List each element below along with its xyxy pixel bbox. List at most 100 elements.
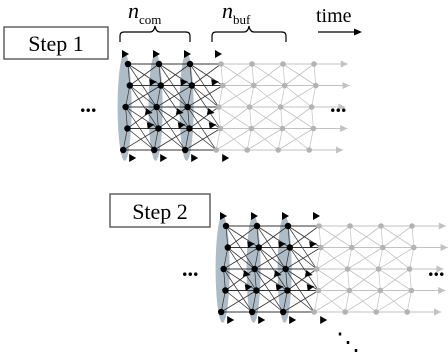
step2-buffer-node bbox=[408, 287, 415, 294]
step2-buffer-node bbox=[378, 223, 384, 229]
step1-label: Step 1 bbox=[28, 31, 84, 56]
step2-down-ellipsis: ⋱ bbox=[336, 330, 360, 356]
step2-left-ellipsis: ... bbox=[182, 256, 199, 281]
step2-edge bbox=[347, 247, 384, 270]
time-arrow bbox=[318, 28, 362, 36]
step1-buffer-node bbox=[279, 125, 286, 132]
step2-committed-node bbox=[280, 308, 287, 316]
step2-committed-node bbox=[218, 308, 225, 316]
step2-committed-node bbox=[253, 222, 261, 230]
step2-edge bbox=[258, 225, 289, 248]
step2-label-box: Step 2 bbox=[109, 193, 211, 228]
step2-edge bbox=[256, 268, 286, 291]
step2-edge bbox=[375, 290, 412, 313]
step1-committed-node bbox=[184, 103, 191, 111]
step2-incoming-arrow-bottom bbox=[320, 316, 328, 324]
step2-edge bbox=[223, 268, 226, 291]
step1-edge bbox=[156, 85, 193, 108]
step1-committed-node bbox=[124, 125, 131, 132]
step2-buffer-node bbox=[315, 287, 322, 294]
step2-edge bbox=[344, 290, 381, 313]
step1-edge bbox=[277, 128, 314, 151]
step2-committed-node bbox=[282, 265, 289, 273]
step1-committed-node bbox=[151, 146, 158, 154]
step1-edge bbox=[311, 85, 317, 108]
step2-buffer-node bbox=[380, 244, 386, 251]
svg-text:ncom: ncom bbox=[128, 0, 161, 27]
step1-buffer-node bbox=[251, 82, 257, 89]
step2-buffer-node bbox=[375, 266, 382, 272]
step1-left-ellipsis: ... bbox=[80, 92, 97, 117]
step1-committed-node bbox=[186, 60, 194, 68]
step1-committed-node bbox=[124, 60, 132, 68]
step1-edge bbox=[127, 63, 131, 86]
step1-buffer-node bbox=[311, 61, 317, 67]
step2-committed-node bbox=[286, 244, 293, 251]
step2-edge bbox=[380, 268, 410, 291]
step2-edge bbox=[378, 247, 415, 270]
step1-committed-node bbox=[157, 82, 164, 89]
step1-edge bbox=[158, 63, 162, 86]
step2-label: Step 2 bbox=[132, 199, 188, 224]
step2-edge bbox=[347, 247, 353, 270]
step2-edge bbox=[318, 225, 322, 248]
step2-buffer-node bbox=[349, 244, 355, 251]
step1-edge bbox=[311, 106, 314, 129]
step1-buffer-node bbox=[215, 104, 222, 110]
step2-edge bbox=[254, 268, 257, 291]
step2-buffer-node bbox=[311, 309, 318, 315]
step2-edge bbox=[318, 268, 348, 291]
step2-committed-node bbox=[251, 265, 258, 273]
step1-buffer-node bbox=[213, 147, 219, 153]
n-com-label: ncom bbox=[128, 0, 161, 27]
step1-buffer-node bbox=[313, 82, 319, 89]
step2-buffer-node bbox=[346, 287, 353, 294]
step1-edge bbox=[313, 63, 317, 86]
step2-edge bbox=[406, 290, 412, 313]
step1-incoming-arrow-bottom bbox=[160, 154, 168, 162]
step1-buffer-node bbox=[244, 147, 250, 153]
step1-edge bbox=[187, 106, 190, 129]
step2-incoming-arrow-top bbox=[251, 212, 258, 220]
step1-buffer-node bbox=[310, 125, 317, 132]
step2-edge bbox=[351, 225, 382, 248]
step1-edge bbox=[220, 63, 224, 86]
step2-buffer-node bbox=[316, 223, 322, 229]
step1-edge bbox=[277, 128, 283, 151]
step1-edge bbox=[125, 106, 128, 129]
step2-edge bbox=[254, 247, 260, 270]
step1-incoming-arrow-top bbox=[184, 50, 191, 58]
step1-edge bbox=[249, 85, 286, 108]
step1-buffer-node bbox=[275, 147, 282, 153]
step1-buffer-node bbox=[217, 125, 224, 132]
step1-incoming-arrow-top bbox=[215, 50, 222, 58]
step1-committed-node bbox=[188, 82, 195, 89]
step2-edge bbox=[220, 290, 257, 313]
step1-edge bbox=[280, 85, 317, 108]
step2-committed-node bbox=[222, 287, 229, 294]
step1-edge bbox=[251, 106, 281, 129]
step1-graph bbox=[117, 50, 350, 162]
step2-edge bbox=[320, 225, 351, 248]
step2-buffer-node bbox=[373, 309, 380, 315]
step2-edge bbox=[225, 268, 255, 291]
step2-committed-node bbox=[284, 287, 291, 294]
step2-edge bbox=[344, 290, 350, 313]
step2-right-ellipsis: ... bbox=[428, 256, 445, 281]
step2-committed-node bbox=[249, 308, 256, 316]
step1-edge bbox=[127, 106, 157, 129]
step1-edge bbox=[187, 85, 224, 108]
step2-edge bbox=[289, 225, 320, 248]
step2-incoming-arrow-top bbox=[282, 212, 289, 220]
step1-committed-node bbox=[122, 103, 129, 111]
step2-edge bbox=[254, 247, 291, 270]
step1-edge bbox=[308, 128, 314, 151]
step2-edge bbox=[251, 290, 288, 313]
step2-edge bbox=[256, 225, 260, 248]
step2-edge bbox=[349, 225, 353, 248]
step2-buffer-node bbox=[342, 309, 349, 315]
step1-edge bbox=[187, 85, 193, 108]
step2-committed-node bbox=[224, 244, 231, 251]
step1-edge bbox=[156, 106, 159, 129]
step2-edge bbox=[313, 290, 350, 313]
